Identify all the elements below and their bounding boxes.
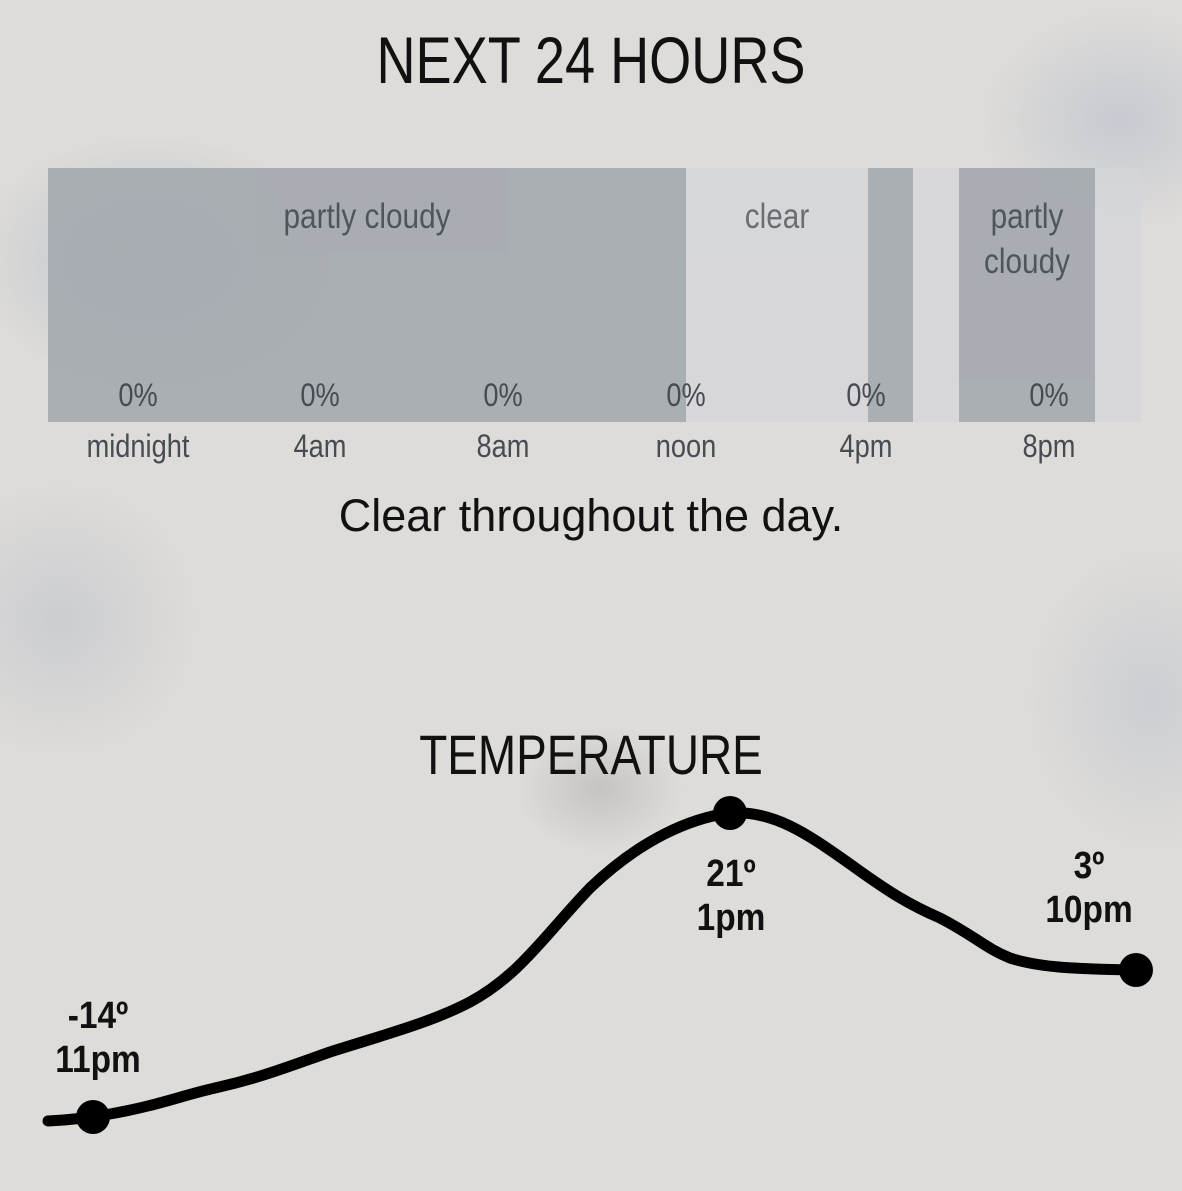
page-title: NEXT 24 HOURS [376, 23, 806, 97]
temperature-time: 11pm [55, 1039, 141, 1081]
forecast-summary: Clear throughout the day. [338, 490, 844, 541]
condition-segment-partly-cloudy: partly cloudy [48, 168, 686, 422]
temperature-value: -14º [67, 995, 129, 1037]
temperature-point-high [713, 796, 747, 830]
temperature-title: TEMPERATURE [419, 723, 763, 786]
time-label: 4pm [839, 428, 893, 464]
temperature-label-end: 3º 10pm [1045, 844, 1132, 932]
precip-percent: 0% [846, 377, 886, 413]
condition-label: partly [990, 197, 1064, 236]
condition-segment-clear [913, 168, 959, 422]
time-label: midnight [86, 428, 190, 464]
time-label: 4am [293, 428, 347, 464]
temperature-value: 21º [706, 853, 756, 895]
condition-label: cloudy [983, 242, 1070, 281]
time-label: 8pm [1022, 428, 1076, 464]
condition-segment-cloudy [868, 168, 913, 422]
temperature-time: 10pm [1045, 889, 1133, 931]
condition-label: clear [744, 197, 810, 236]
temperature-label-low: -14º 11pm [55, 994, 141, 1082]
time-label: noon [655, 428, 717, 464]
condition-label: partly cloudy [283, 197, 451, 236]
temperature-label-high: 21º 1pm [697, 852, 766, 940]
temperature-value: 3º [1073, 845, 1105, 887]
precip-percent: 0% [118, 377, 158, 413]
temperature-curve [42, 807, 1140, 1127]
precip-percent: 0% [300, 377, 340, 413]
temperature-point-low [76, 1100, 110, 1134]
precip-percent: 0% [666, 377, 706, 413]
time-label: 8am [476, 428, 530, 464]
conditions-timeline: partly cloudy clear partly cloudy [48, 168, 1141, 422]
temperature-time: 1pm [696, 897, 766, 939]
precip-percent: 0% [1029, 377, 1069, 413]
condition-segment-clear: clear [686, 168, 868, 422]
condition-segment-clear [1095, 168, 1141, 422]
condition-segment-partly-cloudy: partly cloudy [959, 168, 1095, 422]
temperature-point-end [1119, 953, 1153, 987]
precip-percent: 0% [483, 377, 523, 413]
